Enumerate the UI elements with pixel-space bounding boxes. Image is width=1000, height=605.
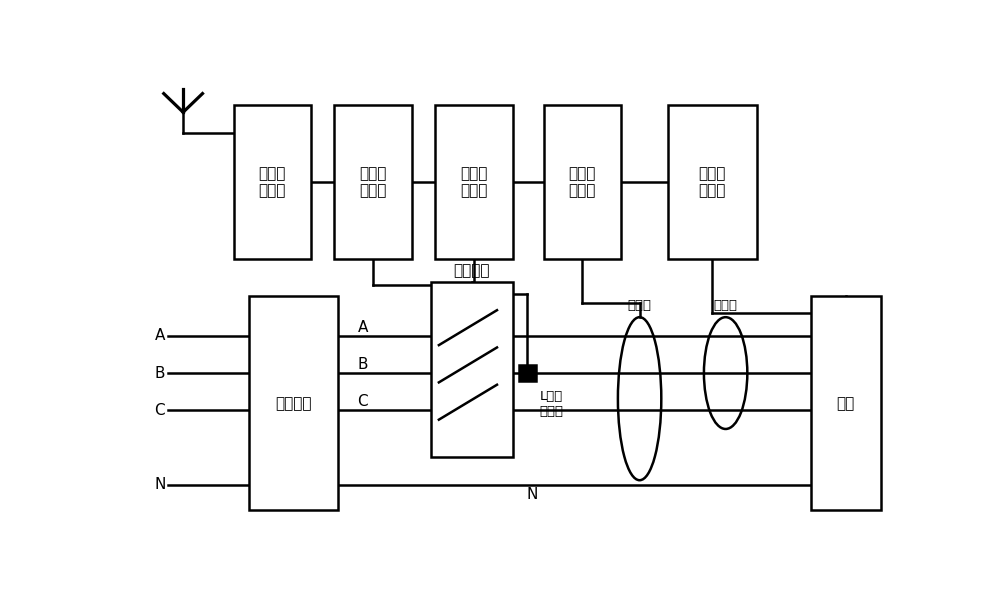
Text: 互感器: 互感器 xyxy=(628,299,652,312)
Text: L温度
传感器: L温度 传感器 xyxy=(540,390,564,418)
Text: A: A xyxy=(154,329,165,343)
Text: 温度采
集单元: 温度采 集单元 xyxy=(460,166,487,198)
Text: 开关控
制单元: 开关控 制单元 xyxy=(359,166,387,198)
Text: 多功能表: 多功能表 xyxy=(275,396,312,411)
Bar xyxy=(811,296,881,511)
Text: N: N xyxy=(154,477,166,492)
Bar xyxy=(234,105,311,259)
Text: 用户: 用户 xyxy=(837,396,855,411)
Text: N: N xyxy=(526,486,538,502)
Bar xyxy=(544,105,621,259)
Bar xyxy=(668,105,757,259)
Text: B: B xyxy=(154,365,165,381)
Text: C: C xyxy=(154,403,165,418)
Bar xyxy=(431,282,512,457)
Text: 换相开关: 换相开关 xyxy=(454,263,490,278)
Text: B: B xyxy=(358,357,368,372)
Bar xyxy=(435,105,512,259)
Text: 无线通
信单元: 无线通 信单元 xyxy=(259,166,286,198)
Text: 直流电
源单元: 直流电 源单元 xyxy=(698,166,726,198)
Text: 电流采
集单元: 电流采 集单元 xyxy=(569,166,596,198)
Bar xyxy=(249,296,338,511)
Bar xyxy=(334,105,412,259)
Text: A: A xyxy=(358,320,368,335)
Bar xyxy=(519,365,536,381)
Text: 互感器: 互感器 xyxy=(714,299,738,312)
Text: C: C xyxy=(358,394,368,410)
